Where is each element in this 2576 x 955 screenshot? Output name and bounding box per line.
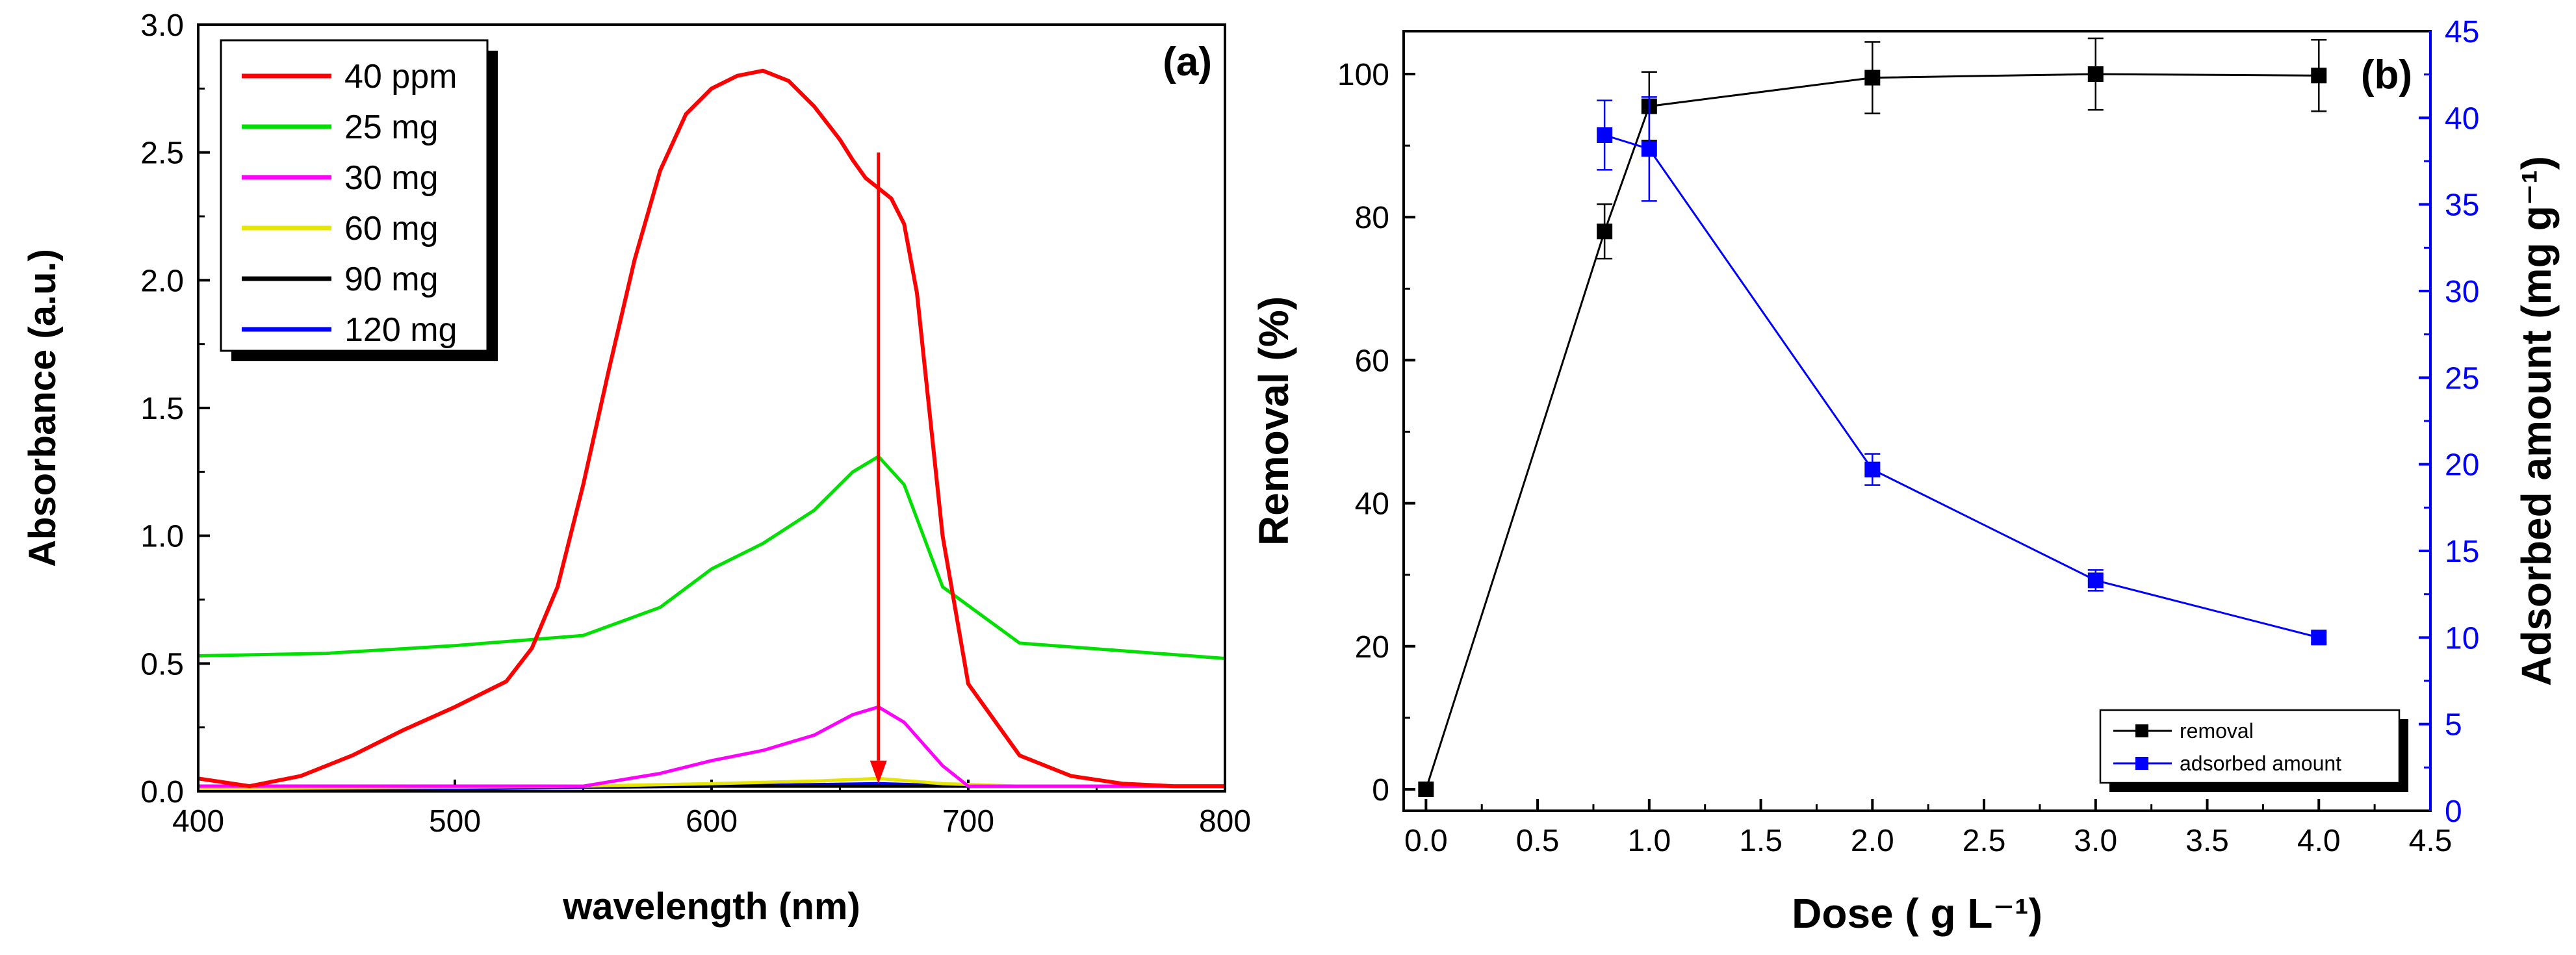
panel-b-y-tick-label: 60 (1355, 344, 1389, 378)
panel-b-y-tick-label: 0 (1372, 773, 1389, 808)
panel-a-y-axis-label: Absorbance (a.u.) (21, 249, 64, 567)
panel-b-y2-tick-label: 20 (2445, 448, 2479, 483)
panel-b-data-point (1864, 461, 1881, 478)
panel-a-y-tick-label: 0.0 (140, 775, 184, 809)
panel-b-legend-label: removal (2180, 719, 2254, 743)
panel-b-y2-tick-label: 40 (2445, 101, 2479, 136)
panel-a-legend: 40 ppm 25 mg 30 mg 60 mg 90 mg 120 mg (220, 39, 498, 361)
panel-a-y-tick-label: 1.5 (140, 392, 184, 426)
panel-b-label: (b) (2361, 53, 2412, 97)
panel-b-series-line (1604, 134, 2319, 639)
panel-a-legend-label: 40 ppm (344, 58, 457, 96)
panel-a-label: (a) (1163, 40, 1212, 84)
panel-b-x-tick-label: 2.5 (1963, 824, 2006, 858)
panel-a-y-tick-label: 2.0 (140, 264, 184, 298)
panel-a-y-tick-label: 1.0 (140, 520, 184, 554)
panel-a-legend-label: 120 mg (344, 311, 457, 349)
panel-a-x-tick-label: 600 (686, 804, 738, 839)
panel-b-data-point (1597, 223, 1613, 240)
panel-b-y2-axis-label: Adsorbed amount (mg g⁻¹) (2513, 156, 2560, 686)
panel-b-y-tick-label: 20 (1355, 630, 1389, 665)
panel-b-x-tick-label: 3.5 (2185, 824, 2229, 858)
panel-a-x-tick-label: 700 (942, 804, 994, 839)
panel-b-y-tick-label: 40 (1355, 487, 1389, 522)
panel-b-data-point (1418, 781, 1434, 797)
panel-b-y2-tick-label: 10 (2445, 621, 2479, 656)
panel-b-x-tick-label: 0.5 (1516, 824, 1560, 858)
panel-a-y-tick-label: 3.0 (140, 8, 184, 43)
panel-a-legend-box (220, 39, 489, 352)
panel-b: 0.0 0.5 1.0 1.5 2.0 2.5 3.0 3.5 4.0 4.50204060801… (1250, 15, 2560, 937)
panel-b-legend-box (2099, 709, 2401, 784)
panel-b-x-tick-label: 0.0 (1404, 824, 1448, 858)
panel-a-series-line (198, 705, 1225, 788)
panel-b-x-axis-label: Dose ( g L⁻¹) (1792, 890, 2042, 937)
panel-b-legend-marker (2135, 724, 2148, 737)
panel-a-legend-label: 90 mg (344, 261, 439, 298)
panel-a-ticks: 400 500 600 700 800 0.0 0.5 1.0 1.5 2.0 2.5 3.0 (140, 8, 1251, 839)
panel-b-y2-tick-label: 0 (2445, 795, 2462, 829)
panel-a-series (198, 68, 1226, 791)
panel-b-y2-tick-label: 25 (2445, 361, 2479, 396)
panel-b-y2-tick-label: 15 (2445, 535, 2479, 569)
panel-a-series-line (198, 68, 1225, 789)
panel-b-y-tick-label: 80 (1355, 201, 1389, 235)
panel-a-x-axis-label: wavelength (nm) (562, 885, 860, 928)
panel-b-data-point (2087, 66, 2104, 83)
panel-a-x-tick-label: 400 (172, 804, 224, 839)
panel-a-legend-label: 60 mg (344, 210, 439, 248)
panel-b-y-tick-label: 100 (1337, 58, 1389, 92)
panel-b-legend-marker (2135, 757, 2148, 770)
panel-a-legend-label: 25 mg (344, 108, 439, 146)
panel-b-y2-tick-label: 30 (2445, 275, 2479, 309)
panel-b-y2-tick-label: 35 (2445, 188, 2479, 223)
panel-a: 400 500 600 700 800 0.0 0.5 1.0 1.5 2.0 2.5 3.0 (a)… (21, 8, 1251, 928)
panel-b-x-tick-label: 1.0 (1627, 824, 1671, 858)
panel-a-y-tick-label: 2.5 (140, 136, 184, 171)
panel-b-x-tick-label: 3.0 (2074, 824, 2117, 858)
panel-a-x-tick-label: 500 (429, 804, 481, 839)
panel-a-series-line (198, 455, 1226, 660)
panel-b-data-point (1597, 127, 1613, 143)
panel-b-series (1418, 37, 2327, 797)
panel-b-legend: removal adsorbed amount (2099, 709, 2408, 792)
panel-b-data-point (2087, 572, 2104, 589)
panel-b-legend-label: adsorbed amount (2180, 752, 2341, 775)
panel-a-arrow-head (869, 760, 887, 784)
panel-a-y-tick-label: 0.5 (140, 647, 184, 681)
panel-b-x-tick-label: 4.5 (2409, 824, 2453, 858)
panel-b-plot-frame (1402, 30, 2432, 812)
panel-b-y-axis-label: Removal (%) (1250, 296, 1297, 546)
panel-b-data-point (1864, 70, 1881, 86)
panel-a-plot-frame (197, 23, 1226, 793)
panel-b-ticks: 0.0 0.5 1.0 1.5 2.0 2.5 3.0 3.5 4.0 4.50204060801… (1337, 15, 2479, 858)
panel-b-x-tick-label: 1.5 (1739, 824, 1783, 858)
panel-a-legend-label: 30 mg (344, 159, 439, 197)
panel-a-x-tick-label: 800 (1199, 804, 1251, 839)
panel-b-x-tick-label: 2.0 (1851, 824, 1894, 858)
panel-b-data-point (1641, 141, 1657, 157)
panel-b-x-tick-label: 4.0 (2297, 824, 2341, 858)
panel-b-series-line (1424, 73, 2319, 790)
panel-b-data-point (2311, 68, 2327, 84)
panel-b-y2-tick-label: 5 (2445, 708, 2462, 743)
panel-b-data-point (2311, 630, 2327, 646)
panel-b-y2-tick-label: 45 (2445, 15, 2479, 49)
